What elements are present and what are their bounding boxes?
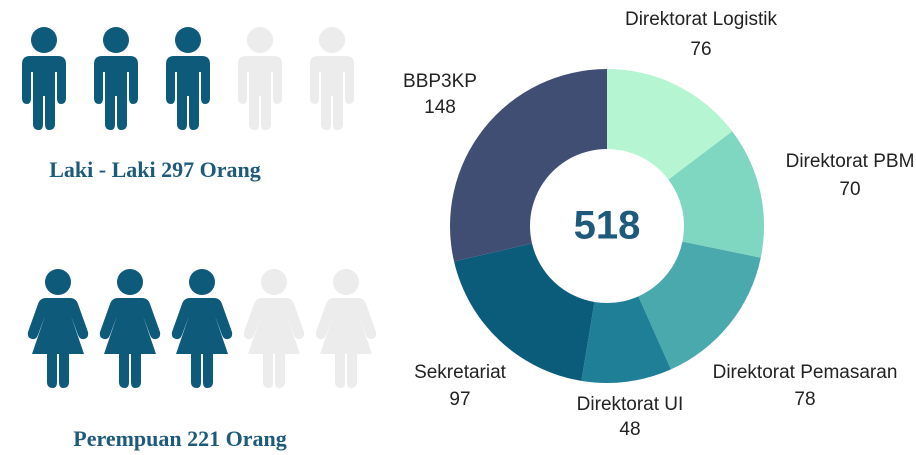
donut-segment [668, 131, 764, 258]
segment-value: 97 [449, 389, 470, 410]
body [171, 298, 233, 388]
body [94, 56, 138, 130]
segment-value: 78 [794, 389, 815, 410]
segment-name: Direktorat Logistik [625, 9, 778, 30]
segment-value: 70 [839, 179, 860, 200]
person-icon [27, 269, 89, 388]
donut-segment [638, 241, 761, 370]
head [175, 27, 201, 53]
person-icon [310, 27, 354, 130]
segment-name: BBP3KP [403, 71, 477, 92]
person-icon [171, 269, 233, 388]
body [243, 298, 305, 388]
male-caption: Laki - Laki 297 Orang [49, 157, 260, 182]
head [261, 269, 287, 295]
person-icon [315, 269, 377, 388]
person-icon [22, 27, 66, 130]
body [315, 298, 377, 388]
donut-segment [581, 296, 671, 384]
head [247, 27, 273, 53]
segment-value: 76 [690, 39, 711, 60]
body [238, 56, 282, 130]
person-icon [99, 269, 161, 388]
body [99, 298, 161, 388]
head [31, 27, 57, 53]
segment-value: 148 [424, 97, 456, 118]
head [319, 27, 345, 53]
segment-name: Direktorat PBM [786, 151, 915, 172]
person-icon [94, 27, 138, 130]
head [103, 27, 129, 53]
person-icon [166, 27, 210, 130]
head [333, 269, 359, 295]
person-icon [243, 269, 305, 388]
person-icon [238, 27, 282, 130]
body [310, 56, 354, 130]
head [189, 269, 215, 295]
segment-name: Direktorat Pemasaran [713, 362, 898, 383]
donut-segment [607, 69, 733, 180]
donut-segment [454, 243, 595, 381]
female-caption: Perempuan 221 Orang [73, 426, 286, 451]
segment-name: Direktorat UI [577, 394, 684, 415]
body [166, 56, 210, 130]
segment-value: 48 [619, 419, 640, 440]
body [27, 298, 89, 388]
segment-name: Sekretariat [414, 362, 507, 383]
donut-total: 518 [574, 204, 641, 248]
head [45, 269, 71, 295]
body [22, 56, 66, 130]
head [117, 269, 143, 295]
donut-segment [450, 69, 607, 262]
